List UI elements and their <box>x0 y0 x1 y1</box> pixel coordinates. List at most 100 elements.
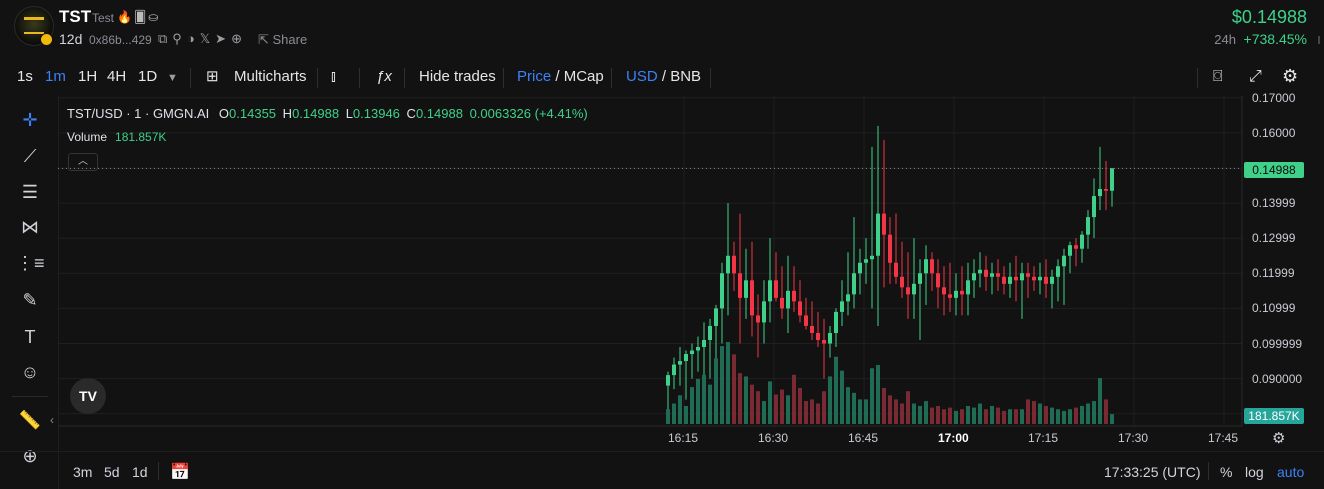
copy-icon[interactable]: ⧉ <box>158 31 168 46</box>
candle-body <box>930 259 934 274</box>
candle-body <box>750 280 754 316</box>
volume-tag: 181.857K <box>1244 408 1304 424</box>
utc-clock[interactable]: 17:33:25 (UTC) <box>1104 464 1201 480</box>
currency-toggle[interactable]: USD / BNB <box>626 68 701 85</box>
candle-body <box>672 364 676 376</box>
candle-body <box>1074 245 1078 249</box>
indicators-icon[interactable]: ƒx <box>376 68 392 85</box>
toolbar-divider <box>404 68 405 88</box>
goto-date-icon[interactable]: 📅 <box>170 464 190 481</box>
x-icon[interactable]: 𝕏 <box>199 31 211 46</box>
log-toggle[interactable]: log <box>1245 464 1264 480</box>
volume-bar <box>840 370 844 424</box>
mcap-option[interactable]: MCap <box>563 68 604 85</box>
candle-body <box>1020 273 1024 281</box>
settings-icon[interactable]: ⚙ <box>1282 66 1299 86</box>
globe-icon[interactable]: ⊕ <box>231 31 242 46</box>
candle-body <box>1026 273 1030 277</box>
price-axis-label: 0.17000 <box>1252 90 1296 105</box>
price-mcap-toggle[interactable]: Price / MCap <box>517 68 604 85</box>
screenshot-icon[interactable]: ⌼ <box>1213 68 1223 85</box>
share-button[interactable]: ⇱ Share <box>258 32 308 47</box>
candle-body <box>828 332 832 344</box>
candle-body <box>852 273 856 295</box>
axis-settings-icon[interactable]: ⚙ <box>1272 430 1286 447</box>
volume-bar <box>1086 403 1090 424</box>
volume-bar <box>744 376 748 424</box>
auto-toggle[interactable]: auto <box>1277 464 1305 480</box>
volume-bar <box>924 401 928 424</box>
volume-bar <box>810 399 814 424</box>
volume-bar <box>1020 409 1024 424</box>
drawing-toolbar: ✛ ⟋ ☰ ⋈ ⋮≡ ✎ T ☺ 📏 ⊕ ‹ <box>0 96 59 489</box>
interval-dropdown-icon[interactable]: ▼ <box>167 72 178 84</box>
range-5d[interactable]: 5d <box>104 464 120 480</box>
pattern-icon[interactable]: ⋈ <box>21 217 39 237</box>
brush-icon[interactable]: ✎ <box>22 290 38 310</box>
candle-body <box>804 315 808 326</box>
volume-bar <box>1062 410 1066 424</box>
collapse-toolbar-icon[interactable]: ‹ <box>50 413 54 427</box>
emoji-icon[interactable]: ☺ <box>20 362 40 382</box>
hide-trades-button[interactable]: Hide trades <box>419 68 496 85</box>
chart-icon[interactable]: ◑ <box>186 31 195 46</box>
tradingview-logo[interactable]: TV <box>70 378 106 414</box>
price-option[interactable]: Price <box>517 68 552 85</box>
token-address[interactable]: 0x86b...429 <box>89 33 152 47</box>
scrollbar-thumb[interactable] <box>1318 36 1320 44</box>
volume-bar <box>780 389 784 424</box>
candle-type-icon[interactable]: ⫾ <box>331 68 336 85</box>
range-1d[interactable]: 1d <box>132 464 148 480</box>
multicharts-button[interactable]: Multicharts <box>234 68 307 85</box>
percent-toggle[interactable]: % <box>1220 464 1233 480</box>
candle-body <box>882 213 886 235</box>
toolbar-divider <box>611 68 612 88</box>
volume-bar <box>858 399 862 424</box>
candle-body <box>1044 276 1048 284</box>
candle-body <box>786 290 790 309</box>
candle-body <box>756 315 760 323</box>
token-badges: 🔥🂠⛀ <box>117 10 161 24</box>
crosshair-icon[interactable]: ✛ <box>22 110 38 130</box>
bnb-option[interactable]: BNB <box>670 68 702 85</box>
candle-body <box>888 234 892 263</box>
usd-option[interactable]: USD <box>626 68 658 85</box>
candle-body <box>810 325 814 333</box>
volume-label: Volume <box>67 130 108 144</box>
candle-body <box>696 347 700 351</box>
time-axis-label: 16:30 <box>758 431 789 445</box>
multicharts-icon[interactable]: ⊞ <box>206 68 219 85</box>
interval-1m[interactable]: 1m <box>45 68 66 85</box>
candle-body <box>1062 255 1066 267</box>
trendline-icon[interactable]: ⟋ <box>23 146 37 166</box>
token-price: $0.14988 <box>1231 7 1307 27</box>
volume-bar <box>918 405 922 424</box>
candle-body <box>1050 276 1054 284</box>
interval-4h[interactable]: 4H <box>107 68 127 85</box>
interval-1h[interactable]: 1H <box>78 68 98 85</box>
candle-body <box>1056 266 1060 277</box>
chain-badge-icon <box>40 33 53 46</box>
candle-body <box>960 290 964 295</box>
candle-body <box>684 354 688 362</box>
volume-bar <box>720 346 724 424</box>
candle-body <box>732 255 736 274</box>
volume-bar <box>1014 409 1018 424</box>
fib-lines-icon[interactable]: ☰ <box>21 182 39 202</box>
telegram-icon[interactable]: ➤ <box>215 31 227 46</box>
volume-bar <box>1068 409 1072 424</box>
volume-bar <box>726 342 730 424</box>
interval-1d[interactable]: 1D <box>138 68 158 85</box>
ruler-icon[interactable]: 📏 <box>18 410 42 430</box>
range-3m[interactable]: 3m <box>73 464 93 480</box>
collapse-legend-button[interactable]: ︿ <box>68 153 98 171</box>
candle-body <box>1092 196 1096 218</box>
search-icon[interactable]: ⚲ <box>172 31 182 46</box>
forecast-icon[interactable]: ⋮≡ <box>16 253 45 273</box>
text-icon[interactable]: T <box>24 327 36 347</box>
fullscreen-icon[interactable]: ⤢ <box>1249 68 1262 85</box>
interval-1s[interactable]: 1s <box>17 68 33 85</box>
volume-bar <box>834 356 838 424</box>
volume-bar <box>846 387 850 424</box>
